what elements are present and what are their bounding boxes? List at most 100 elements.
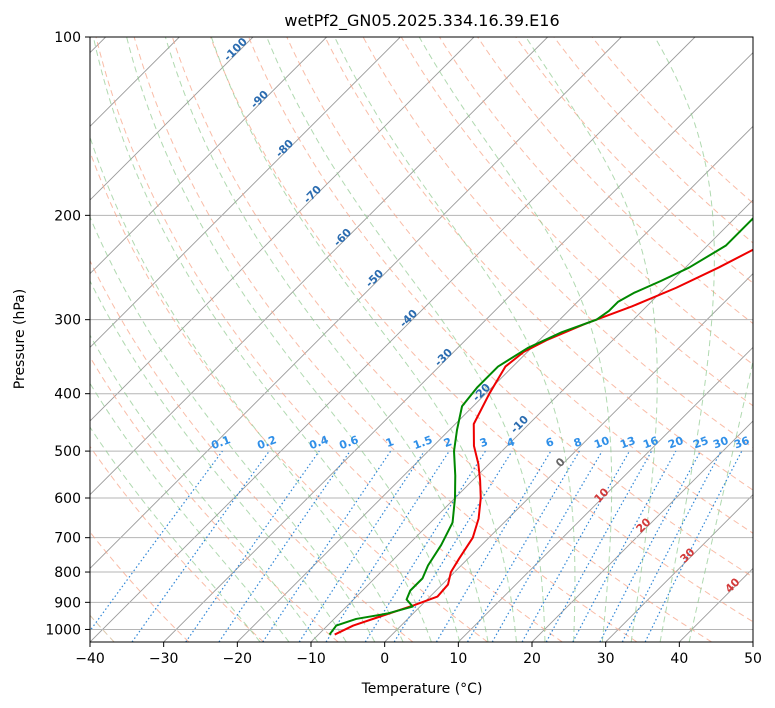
dry-adiabat-line bbox=[90, 531, 190, 642]
dry-adiabat-line bbox=[210, 37, 753, 623]
mixing-ratio-line bbox=[131, 450, 270, 642]
moist-adiabat-lines bbox=[90, 37, 753, 642]
mixing-ratio-label: 6 bbox=[544, 435, 556, 450]
isotherm-line bbox=[605, 494, 753, 642]
chart-title: wetPf2_GN05.2025.334.16.39.E16 bbox=[284, 11, 559, 31]
y-tick-label: 500 bbox=[54, 444, 81, 460]
dry-adiabat-label: -30 bbox=[432, 346, 455, 369]
isotherm-line bbox=[90, 37, 622, 569]
moist-adiabat-label: 40 bbox=[723, 575, 743, 595]
mixing-ratio-line bbox=[572, 450, 677, 642]
dry-adiabat-line bbox=[362, 37, 753, 449]
isotherm-lines bbox=[90, 37, 753, 642]
dry-adiabat-line bbox=[515, 37, 753, 284]
dry-adiabat-label: -70 bbox=[301, 183, 324, 206]
mixing-ratio-line bbox=[491, 450, 603, 642]
dry-adiabat-line bbox=[591, 37, 753, 204]
mixing-ratio-line bbox=[262, 450, 392, 642]
moist-adiabat-label: 30 bbox=[678, 545, 698, 565]
mixing-ratio-line bbox=[393, 450, 513, 642]
dry-adiabat-line bbox=[324, 37, 753, 491]
moist-adiabat-line bbox=[126, 37, 461, 642]
mixing-ratio-line bbox=[545, 450, 653, 642]
dry-adiabat-label: -60 bbox=[331, 226, 354, 249]
x-tick-label: −10 bbox=[296, 651, 326, 667]
moist-adiabat-line bbox=[688, 358, 753, 642]
mixing-ratio-line bbox=[435, 450, 552, 642]
dry-adiabat-line bbox=[90, 150, 488, 642]
y-tick-label: 700 bbox=[54, 531, 81, 547]
mixing-ratio-label: 0.6 bbox=[337, 433, 360, 452]
moist-adiabat-line bbox=[266, 37, 546, 642]
mixing-ratio-label: 8 bbox=[572, 435, 584, 450]
mixing-ratio-label: 25 bbox=[691, 434, 710, 451]
mixing-ratio-line bbox=[364, 450, 486, 642]
y-tick-label: 100 bbox=[54, 30, 81, 46]
plot-area bbox=[90, 37, 753, 642]
x-tick-label: 0 bbox=[380, 651, 389, 667]
mixing-ratio-label: 4 bbox=[505, 435, 517, 450]
mixing-ratio-label: 0.4 bbox=[307, 433, 330, 452]
dewpoint-series-line bbox=[328, 217, 753, 636]
dry-adiabat-label: -10 bbox=[508, 413, 531, 436]
y-tick-label: 300 bbox=[54, 313, 81, 329]
isotherm-line bbox=[90, 37, 327, 275]
dry-adiabat-line bbox=[90, 356, 339, 642]
x-tick-label: 10 bbox=[449, 651, 467, 667]
dry-adiabat-line bbox=[95, 37, 563, 642]
x-tick-label: 30 bbox=[597, 651, 615, 667]
plot-frame bbox=[89, 36, 754, 643]
moist-adiabat-label: 20 bbox=[634, 515, 654, 535]
dry-adiabat-line bbox=[248, 37, 753, 578]
isotherm-line bbox=[90, 37, 548, 496]
moist-adiabat-line bbox=[90, 215, 376, 642]
dry-adiabat-line bbox=[477, 37, 753, 325]
isotherm-line bbox=[531, 420, 753, 642]
mixing-ratio-label: 1.5 bbox=[411, 433, 434, 452]
dry-adiabat-label: -80 bbox=[273, 137, 296, 160]
dry-adiabat-lines bbox=[90, 37, 753, 642]
y-tick-label: 800 bbox=[54, 565, 81, 581]
x-axis-title: Temperature (°C) bbox=[361, 681, 483, 697]
moist-adiabat-line bbox=[90, 426, 261, 642]
pressure-gridlines bbox=[90, 37, 753, 630]
moist-adiabat-line bbox=[654, 37, 715, 642]
x-tick-label: −30 bbox=[149, 651, 179, 667]
moist-adiabat-line bbox=[418, 37, 613, 642]
x-tick-label: 50 bbox=[744, 651, 762, 667]
isotherm-line bbox=[90, 37, 401, 348]
mixing-ratio-label: 20 bbox=[666, 434, 685, 452]
isotherm-line bbox=[237, 125, 753, 642]
dry-adiabat-line bbox=[90, 445, 264, 642]
moist-adiabat-line bbox=[90, 334, 319, 642]
mixing-ratio-label: 30 bbox=[711, 434, 730, 452]
dry-adiabat-label: -40 bbox=[397, 307, 420, 330]
dry-adiabat-line bbox=[171, 37, 712, 642]
mixing-ratio-label: 3 bbox=[478, 435, 490, 450]
mixing-ratio-label: 10 bbox=[592, 434, 611, 452]
mixing-ratio-label: 0.2 bbox=[255, 433, 278, 452]
moist-adiabat-line bbox=[525, 37, 658, 642]
mixing-ratio-line bbox=[218, 450, 351, 642]
mixing-ratio-line bbox=[325, 450, 450, 642]
temperature-series-line bbox=[334, 248, 753, 636]
x-tick-label: −40 bbox=[75, 651, 105, 667]
dry-adiabat-line bbox=[133, 37, 638, 642]
mixing-ratio-line bbox=[466, 450, 580, 642]
y-tick-label: 400 bbox=[54, 387, 81, 403]
isotherm-line bbox=[90, 37, 696, 642]
dry-adiabat-line bbox=[400, 37, 753, 407]
dry-adiabat-label: -20 bbox=[470, 381, 493, 404]
mixing-ratio-label: 2 bbox=[442, 435, 454, 450]
dry-adiabat-label: -50 bbox=[363, 267, 386, 290]
moist-adiabat-line bbox=[210, 37, 517, 642]
y-axis-ticks: 100 200 300 400 500 600 700 800 900 1000 bbox=[45, 30, 90, 638]
mixing-ratio-line bbox=[521, 450, 631, 642]
moist-adiabat-line bbox=[334, 37, 576, 642]
moist-adiabat-line bbox=[92, 37, 432, 642]
y-tick-label: 600 bbox=[54, 491, 81, 507]
line-annotations: -100 -90 -80-70 -60 -50 -40 -30 -20 -10 0.1 0.2 0.4… bbox=[209, 35, 751, 596]
isotherm-line bbox=[384, 273, 753, 642]
mixing-ratio-line bbox=[90, 450, 223, 632]
isotherm-line bbox=[752, 641, 753, 642]
